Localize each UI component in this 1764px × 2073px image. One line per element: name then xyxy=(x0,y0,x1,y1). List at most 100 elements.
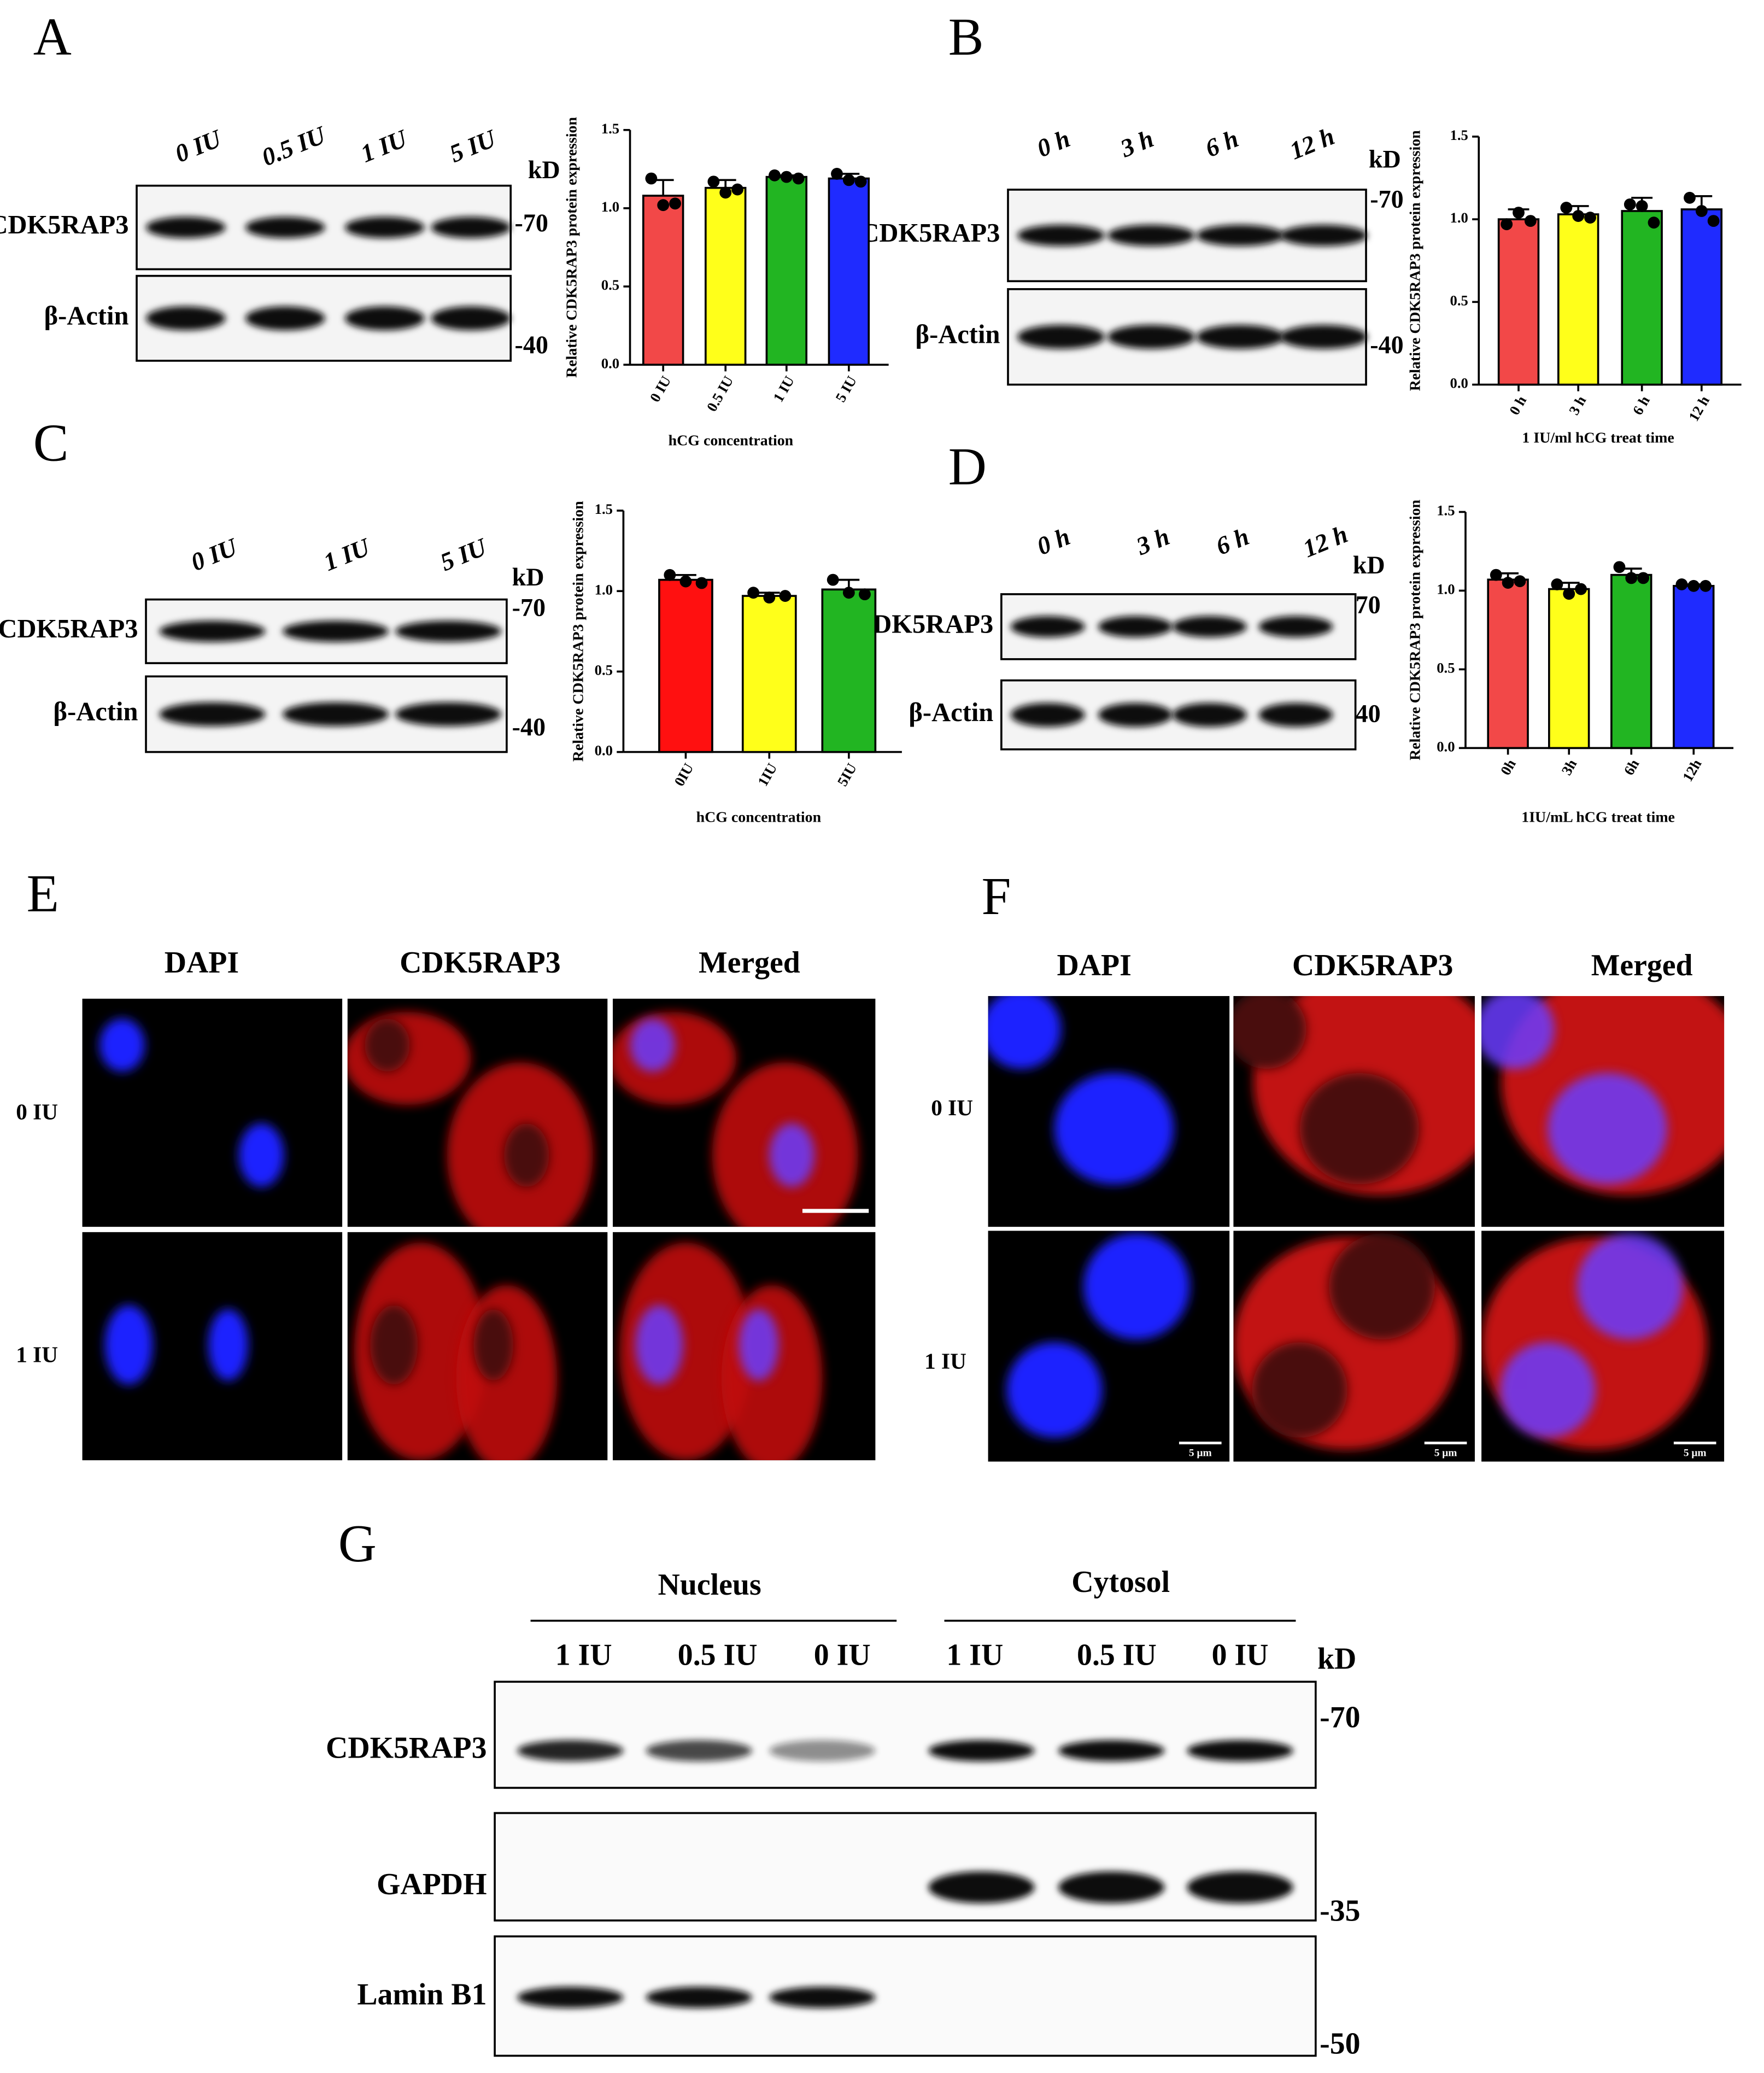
x-axis-label: hCG concentration xyxy=(696,809,822,825)
lane-label: 1 IU xyxy=(357,124,412,167)
protein-label: CDK5RAP3 xyxy=(326,1731,487,1765)
bar xyxy=(658,578,713,753)
y-tick-label: 0.5 xyxy=(1450,292,1468,308)
kd-unit: kD xyxy=(512,563,544,591)
bar xyxy=(642,195,684,366)
data-point xyxy=(695,577,708,589)
lane-label: 0 h xyxy=(1033,124,1074,162)
x-tick-label: 6h xyxy=(1620,757,1642,778)
row-label: 0 IU xyxy=(931,1095,973,1120)
data-point xyxy=(769,169,781,181)
kd-unit: kD xyxy=(1369,145,1401,173)
data-point xyxy=(854,175,867,188)
band xyxy=(159,620,266,642)
data-point xyxy=(657,199,670,212)
bar xyxy=(821,588,877,753)
data-point xyxy=(831,167,843,180)
y-tick-label: 0.0 xyxy=(1437,738,1455,754)
lane-label: 1 IU xyxy=(555,1638,612,1672)
bar xyxy=(765,175,808,366)
nucleus xyxy=(988,996,1062,1069)
panel-letter: F xyxy=(981,867,1011,926)
x-tick-label: 3h xyxy=(1558,757,1580,778)
y-tick-label: 0.5 xyxy=(595,662,613,678)
bar xyxy=(1673,584,1715,749)
data-point xyxy=(1563,588,1575,600)
x-axis-label: 1IU/mL hCG treat time xyxy=(1521,809,1675,825)
column-header: DAPI xyxy=(165,946,239,980)
band xyxy=(282,620,389,642)
y-axis-label: Relative CDK5RAP3 protein expression xyxy=(570,501,587,762)
band xyxy=(928,1740,1035,1761)
micrograph-content xyxy=(1481,1233,1707,1450)
band xyxy=(1280,225,1368,247)
bar xyxy=(1610,573,1652,749)
data-point xyxy=(1514,575,1526,588)
data-point xyxy=(780,171,793,183)
band xyxy=(282,702,389,727)
x-tick-label: 0 IU xyxy=(647,373,675,405)
band xyxy=(1187,1740,1293,1761)
nucleus xyxy=(1481,996,1555,1069)
protein-label: GAPDH xyxy=(377,1867,487,1901)
y-tick-label: 1.5 xyxy=(601,120,619,137)
lane-label: 0 IU xyxy=(187,532,242,576)
data-point xyxy=(669,197,681,210)
data-point xyxy=(779,590,792,602)
kd-marker: -40 xyxy=(512,713,546,741)
kd-marker: -40 xyxy=(514,331,548,359)
micrograph-content xyxy=(99,1018,284,1187)
data-point xyxy=(1490,569,1502,581)
protein-label: Lamin B1 xyxy=(357,1978,487,2012)
lane-label: 5 IU xyxy=(446,124,501,167)
lane-label: 3 h xyxy=(1132,522,1174,560)
kd-marker: 40 xyxy=(1356,700,1381,728)
error-bar xyxy=(652,179,674,196)
bar xyxy=(1548,588,1590,749)
data-point xyxy=(1572,210,1585,222)
data-point xyxy=(859,588,871,601)
data-point xyxy=(1637,572,1650,584)
band xyxy=(159,702,266,727)
protein-label: β-Actin xyxy=(44,301,129,330)
group-label: Cytosol xyxy=(1071,1565,1170,1599)
protein-label: β-Actin xyxy=(54,698,138,727)
data-point xyxy=(1699,579,1712,592)
band xyxy=(395,702,502,727)
x-tick-label: 3 h xyxy=(1566,393,1589,418)
cytoplasm xyxy=(613,1012,736,1105)
x-tick-label: 1IU xyxy=(754,760,780,789)
micrograph-content xyxy=(1006,1233,1190,1438)
lane-label: 0 IU xyxy=(1212,1638,1269,1672)
nucleus xyxy=(1083,1233,1190,1340)
y-tick-label: 0.5 xyxy=(1437,659,1455,676)
data-point xyxy=(1687,579,1700,592)
band xyxy=(1196,225,1284,247)
protein-label: CDK5RAP3 xyxy=(0,210,128,239)
column-header: Merged xyxy=(699,946,800,980)
data-point xyxy=(1675,578,1688,590)
x-tick-label: 5IU xyxy=(834,760,860,789)
cytoplasm xyxy=(347,1012,471,1105)
data-point xyxy=(842,587,855,599)
nucleus xyxy=(630,1018,676,1072)
column-header: CDK5RAP3 xyxy=(400,946,560,980)
y-tick-label: 1.0 xyxy=(601,198,619,215)
panel-letter: G xyxy=(338,1514,377,1573)
x-axis-label: 1 IU/ml hCG treat time xyxy=(1522,429,1674,446)
data-point xyxy=(1575,583,1587,595)
data-point xyxy=(1560,202,1573,214)
band xyxy=(517,1987,624,2008)
y-tick-label: 1.0 xyxy=(1450,209,1468,226)
row-label: 0 IU xyxy=(16,1099,58,1124)
column-header: CDK5RAP3 xyxy=(1292,948,1453,982)
band xyxy=(245,306,325,331)
band xyxy=(431,306,511,331)
nucleus xyxy=(365,1018,410,1072)
y-tick-label: 1.5 xyxy=(1450,127,1468,143)
micrograph-content xyxy=(1233,996,1475,1195)
lane-label: 1 IU xyxy=(946,1638,1003,1672)
data-point xyxy=(1501,218,1513,231)
data-point xyxy=(1613,561,1626,573)
